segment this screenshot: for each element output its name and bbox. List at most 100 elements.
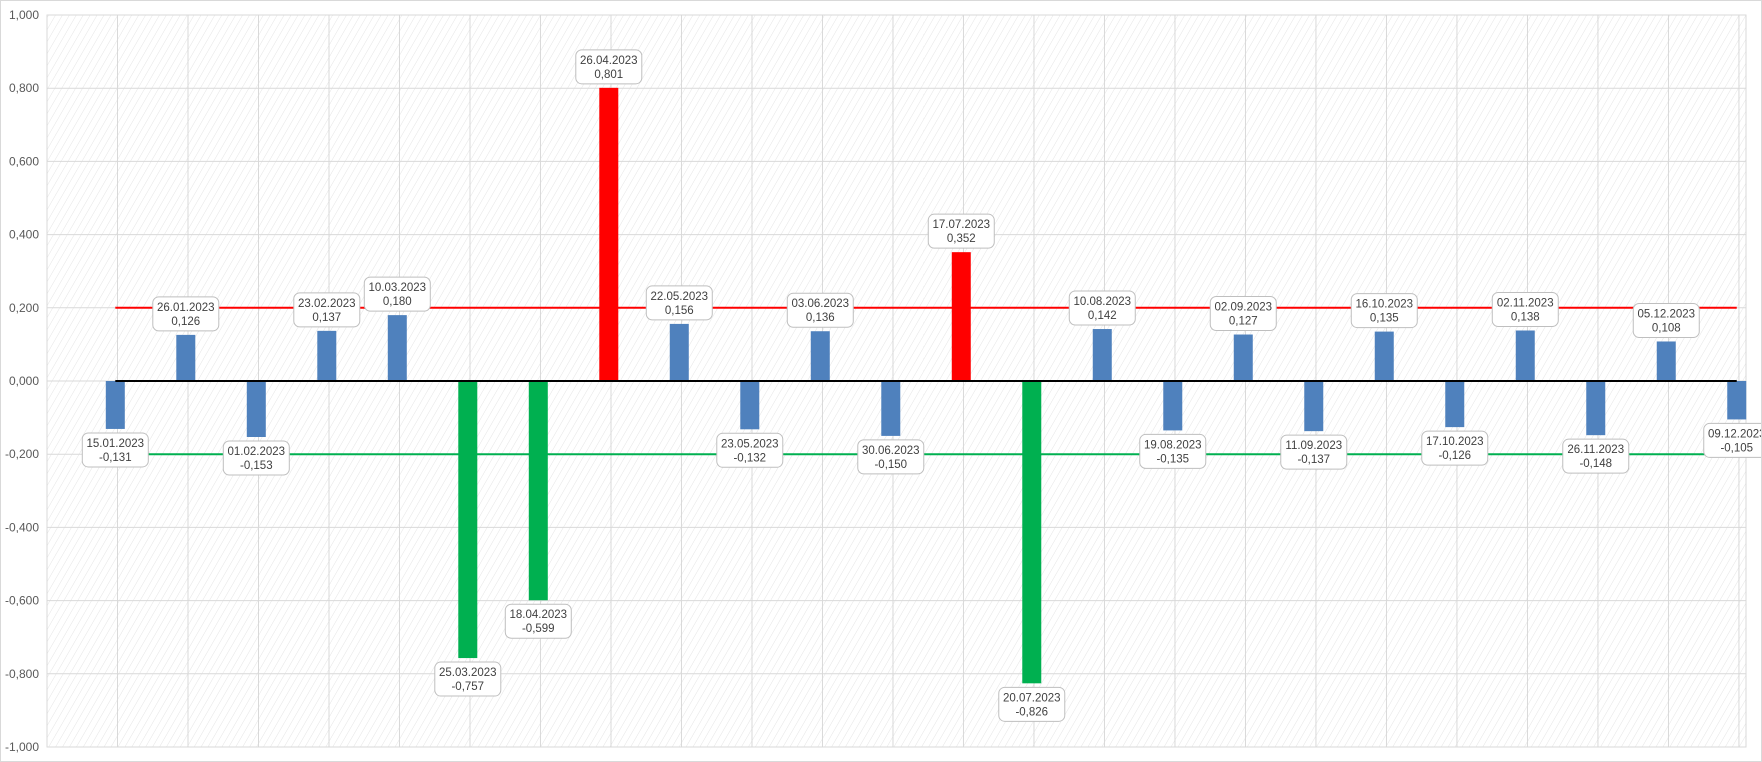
data-label-value: -0,599 (522, 623, 555, 635)
data-label-box (645, 285, 713, 321)
data-label: 19.08.2023 -0,135 (1139, 433, 1207, 469)
data-label-box (998, 686, 1066, 722)
data-label-date: 26.04.2023 (580, 55, 638, 67)
bar-02.11.2023 (1515, 330, 1535, 381)
data-label: 22.05.2023 0,156 (645, 285, 713, 321)
data-label: 11.09.2023 -0,137 (1280, 434, 1348, 470)
data-label-box (857, 439, 925, 475)
y-tick-label: 0,000 (9, 374, 39, 388)
y-tick-label: -0,400 (5, 520, 39, 534)
data-label-box (1703, 422, 1761, 458)
data-label-date: 09.12.2023 (1708, 428, 1761, 440)
y-tick-label: 1,000 (9, 8, 39, 22)
data-label-box (222, 440, 290, 476)
data-label-date: 20.07.2023 (1003, 692, 1061, 704)
data-label: 02.11.2023 0,138 (1491, 291, 1559, 327)
data-labels: 15.01.2023 -0,131 26.01.2023 0,126 01.02.202… (81, 49, 1761, 722)
bar-05.12.2023 (1656, 341, 1676, 381)
data-label-value: 0,108 (1652, 322, 1681, 334)
data-label: 10.03.2023 0,180 (363, 276, 431, 312)
data-label-box (81, 432, 149, 468)
bar-23.05.2023 (740, 381, 760, 430)
data-label-value: 0,801 (594, 69, 623, 81)
data-label: 17.07.2023 0,352 (927, 213, 995, 249)
data-label-value: 0,142 (1088, 310, 1117, 322)
data-label: 23.05.2023 -0,132 (716, 432, 784, 468)
bar-01.02.2023 (246, 381, 266, 437)
data-label-date: 16.10.2023 (1355, 299, 1413, 311)
bar-17.10.2023 (1445, 381, 1465, 428)
y-axis-tick-labels: 1,000 0,800 0,600 0,400 0,200 0,000 -0,200 -0,4… (5, 8, 39, 754)
y-tick-label: 0,400 (9, 228, 39, 242)
data-label-value: 0,126 (171, 316, 200, 328)
bar-10.03.2023 (387, 315, 407, 381)
data-label-value: 0,136 (806, 312, 835, 324)
data-label-value: -0,148 (1579, 458, 1612, 470)
data-label-date: 02.09.2023 (1214, 302, 1272, 314)
gridlines (46, 14, 1747, 748)
data-label-value: 0,138 (1511, 311, 1540, 323)
bar-20.07.2023 (1022, 381, 1042, 684)
data-label: 16.10.2023 0,135 (1350, 293, 1418, 329)
bar-02.09.2023 (1233, 334, 1253, 381)
y-tick-label: 0,200 (9, 301, 39, 315)
data-label-value: -0,131 (99, 452, 132, 464)
bar-03.06.2023 (810, 331, 830, 381)
bar-30.06.2023 (881, 381, 901, 436)
data-label-date: 10.08.2023 (1073, 296, 1131, 308)
data-label-date: 19.08.2023 (1144, 439, 1202, 451)
y-tick-label: 0,600 (9, 154, 39, 168)
data-label-date: 17.07.2023 (932, 219, 990, 231)
data-label-date: 26.11.2023 (1567, 444, 1624, 456)
data-label-box (504, 603, 572, 639)
data-label-box (434, 661, 502, 697)
data-label-box (1421, 430, 1489, 466)
data-label-value: -0,126 (1438, 450, 1471, 462)
data-label-date: 17.10.2023 (1426, 436, 1484, 448)
bar-26.04.2023 (599, 87, 619, 382)
data-label-value: -0,132 (733, 452, 766, 464)
data-label-date: 23.05.2023 (721, 438, 779, 450)
data-label-date: 18.04.2023 (510, 609, 568, 621)
data-label-value: -0,105 (1720, 442, 1753, 454)
data-label-box (152, 296, 220, 332)
data-label-date: 01.02.2023 (228, 446, 286, 458)
data-label: 09.12.2023 -0,105 (1703, 422, 1761, 458)
bar-17.07.2023 (951, 252, 971, 381)
bars (105, 87, 1747, 684)
y-tick-label: 0,800 (9, 81, 39, 95)
data-label-date: 05.12.2023 (1637, 308, 1695, 320)
data-label: 15.01.2023 -0,131 (81, 432, 149, 468)
bar-26.01.2023 (176, 334, 196, 381)
data-label-value: 0,156 (665, 305, 694, 317)
bar-19.08.2023 (1163, 381, 1183, 431)
data-label-date: 22.05.2023 (651, 291, 709, 303)
data-label-value: -0,757 (451, 681, 484, 693)
data-label: 03.06.2023 0,136 (786, 292, 854, 328)
data-label-box (293, 292, 361, 328)
data-label-value: 0,137 (312, 312, 341, 324)
data-label-box (716, 432, 784, 468)
data-label-box (1350, 293, 1418, 329)
data-label: 02.09.2023 0,127 (1209, 296, 1277, 332)
bar-16.10.2023 (1374, 331, 1394, 381)
data-label-box (786, 292, 854, 328)
data-label: 10.08.2023 0,142 (1068, 290, 1136, 326)
data-label: 26.11.2023 -0,148 (1562, 438, 1630, 474)
data-label-date: 25.03.2023 (439, 667, 497, 679)
bar-11.09.2023 (1304, 381, 1324, 432)
data-label: 17.10.2023 -0,126 (1421, 430, 1489, 466)
bar-25.03.2023 (458, 381, 478, 659)
data-label-value: 0,352 (947, 233, 976, 245)
data-label-box (1139, 433, 1207, 469)
data-label: 26.04.2023 0,801 (575, 49, 643, 85)
data-label-date: 03.06.2023 (791, 298, 849, 310)
data-label: 26.01.2023 0,126 (152, 296, 220, 332)
data-label: 25.03.2023 -0,757 (434, 661, 502, 697)
data-label-value: 0,135 (1370, 313, 1399, 325)
data-label-box (1562, 438, 1630, 474)
data-label-date: 11.09.2023 (1285, 440, 1342, 452)
y-tick-label: -0,200 (5, 447, 39, 461)
